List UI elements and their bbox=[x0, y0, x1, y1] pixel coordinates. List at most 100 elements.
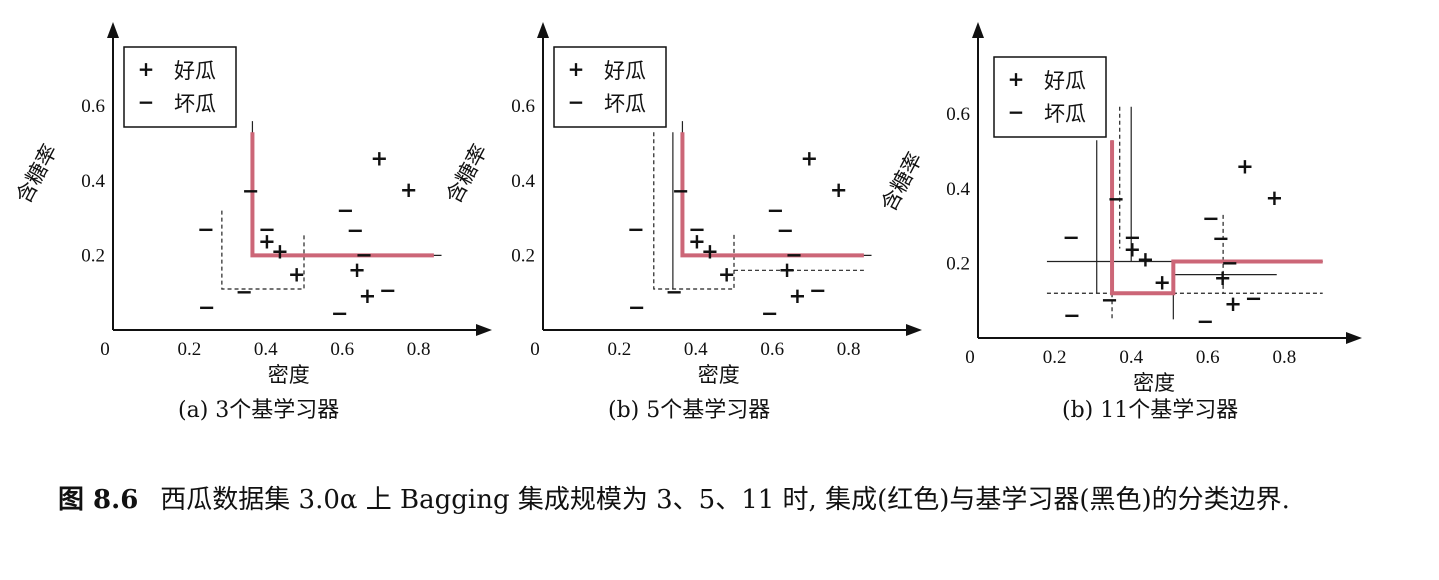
chart-b-x-axis-arrow bbox=[906, 324, 922, 336]
chart-b-legend-symbol: + bbox=[568, 57, 585, 81]
chart-a-bad-melon-point: − bbox=[198, 296, 216, 320]
chart-a-bad-melon-point: − bbox=[258, 217, 276, 241]
chart-a-good-melon-point: + bbox=[370, 146, 388, 170]
chart-c-good-melon-point: + bbox=[1224, 292, 1242, 316]
chart-c-good-melon-point: + bbox=[1266, 186, 1284, 210]
chart-c-xtick-label: 0.8 bbox=[1273, 347, 1297, 368]
chart-a-xtick-label: 0.2 bbox=[178, 339, 202, 360]
chart-b-good-melon-point: + bbox=[830, 178, 848, 202]
chart-a-ensemble-boundary bbox=[250, 132, 434, 258]
chart-a-bad-melon-point: − bbox=[355, 243, 373, 267]
chart-b-caption: (b) 5个基学习器 bbox=[608, 398, 771, 423]
chart-c-bad-melon-point: − bbox=[1212, 227, 1230, 251]
chart-b-ytick-label: 0.6 bbox=[511, 96, 535, 117]
chart-a-good-melon-point: + bbox=[400, 178, 418, 202]
chart-b-bad-melon-point: − bbox=[627, 217, 645, 241]
chart-b-ytick-label: 0.4 bbox=[511, 171, 535, 192]
chart-a-bad-melon-point: − bbox=[197, 217, 215, 241]
chart-c-legend-box bbox=[993, 56, 1107, 138]
figure-caption-text: 西瓜数据集 3.0α 上 Bagging 集成规模为 3、5、11 时, 集成(… bbox=[160, 485, 1290, 515]
chart-b-bad-melon-point: − bbox=[688, 217, 706, 241]
chart-c-ytick-label: 0.2 bbox=[946, 253, 970, 274]
chart-c-ensemble-boundary bbox=[1110, 140, 1323, 296]
chart-a-xtick-label: 0.6 bbox=[330, 339, 354, 360]
chart-b-xtick-label: 0.8 bbox=[837, 339, 861, 360]
chart-a-good-melon-point: + bbox=[288, 262, 306, 286]
chart-b-bad-melon-point: − bbox=[766, 198, 784, 222]
chart-b-bad-melon-point: − bbox=[761, 301, 779, 325]
chart-b-xtick-label: 0.6 bbox=[760, 339, 784, 360]
chart-a-xtick-label: 0.8 bbox=[407, 339, 431, 360]
chart-c-x-axis-arrow bbox=[1346, 332, 1362, 344]
chart-c-ylabel: 含糖率 bbox=[876, 148, 927, 215]
chart-c-ytick-label: 0.6 bbox=[946, 104, 970, 125]
chart-c-good-melon-point: + bbox=[1214, 266, 1232, 290]
chart-a-ylabel: 含糖率 bbox=[11, 140, 62, 207]
chart-c-bad-melon-point: − bbox=[1196, 309, 1214, 333]
chart-b-xtick-label: 0.4 bbox=[684, 339, 708, 360]
chart-a-good-melon-point: + bbox=[258, 230, 276, 254]
chart-c-bad-melon-point: − bbox=[1063, 304, 1081, 328]
chart-a-y-axis-arrow bbox=[107, 22, 119, 38]
chart-b-legend-box bbox=[553, 46, 667, 128]
chart-c-ytick-label: 0.4 bbox=[946, 179, 970, 200]
chart-panel-a: 0 0.2 0.4 0.6 0.8 0.2 0.4 0.6 密度 含糖率 + 好瓜 − 坏瓜 + + + + + + +… bbox=[0, 0, 492, 440]
chart-a-ytick-label: 0.2 bbox=[81, 245, 105, 266]
chart-b-bad-melon-point: − bbox=[672, 179, 690, 203]
chart-a-caption: (a) 3个基学习器 bbox=[178, 398, 340, 423]
chart-c-good-melon-point: + bbox=[1124, 238, 1142, 262]
chart-b-legend-symbol: − bbox=[568, 90, 585, 114]
chart-c-xtick-label: 0.6 bbox=[1196, 347, 1220, 368]
chart-a-x-axis-arrow bbox=[476, 324, 492, 336]
chart-b-good-melon-point: + bbox=[778, 258, 796, 282]
figure-number: 图 8.6 bbox=[58, 485, 139, 515]
chart-c-xtick-label: 0.4 bbox=[1119, 347, 1143, 368]
chart-a-xtick-label: 0.4 bbox=[254, 339, 278, 360]
chart-b-base-learner-boundary bbox=[653, 132, 735, 290]
chart-b-bad-melon-point: − bbox=[665, 280, 683, 304]
chart-c-bad-melon-point: − bbox=[1107, 187, 1125, 211]
chart-b-legend-label: 好瓜 bbox=[604, 59, 646, 83]
chart-c-bad-melon-point: − bbox=[1062, 225, 1080, 249]
chart-c-xtick-label: 0.2 bbox=[1043, 347, 1067, 368]
chart-b-legend-label: 坏瓜 bbox=[604, 92, 646, 116]
chart-b-good-melon-point: + bbox=[800, 146, 818, 170]
chart-b-good-melon-point: + bbox=[701, 239, 719, 263]
figure-caption: 图 8.6 西瓜数据集 3.0α 上 Bagging 集成规模为 3、5、11 时… bbox=[58, 478, 1398, 522]
chart-a-bad-melon-point: − bbox=[331, 301, 349, 325]
chart-a-legend-box bbox=[123, 46, 237, 128]
chart-c-xlabel: 密度 bbox=[1133, 371, 1175, 395]
chart-c-bad-melon-point: − bbox=[1124, 225, 1142, 249]
chart-b-bad-melon-point: − bbox=[809, 279, 827, 303]
chart-b-ylabel: 含糖率 bbox=[441, 140, 492, 207]
chart-b-bad-melon-point: − bbox=[628, 296, 646, 320]
chart-b-ensemble-boundary bbox=[680, 132, 864, 258]
chart-a-good-melon-point: + bbox=[271, 239, 289, 263]
chart-c-good-melon-point: + bbox=[1236, 154, 1254, 178]
chart-c-legend-symbol: + bbox=[1008, 67, 1025, 91]
chart-a-good-melon-point: + bbox=[348, 258, 366, 282]
chart-a-xtick-label: 0 bbox=[100, 339, 110, 360]
chart-c-caption: (b) 11个基学习器 bbox=[1062, 398, 1239, 423]
chart-a-ytick-label: 0.6 bbox=[81, 96, 105, 117]
chart-c-bad-melon-point: − bbox=[1245, 287, 1263, 311]
chart-a-bad-melon-point: − bbox=[336, 198, 354, 222]
chart-a-legend-symbol: − bbox=[138, 90, 155, 114]
chart-a-bad-melon-point: − bbox=[242, 179, 260, 203]
chart-b-xtick-label: 0.2 bbox=[608, 339, 632, 360]
chart-a-legend-label: 坏瓜 bbox=[174, 92, 216, 116]
chart-b-xtick-label: 0 bbox=[530, 339, 540, 360]
chart-a-bad-melon-point: − bbox=[346, 219, 364, 243]
chart-b-good-melon-point: + bbox=[718, 262, 736, 286]
chart-b-bad-melon-point: − bbox=[785, 243, 803, 267]
chart-b-ytick-label: 0.2 bbox=[511, 245, 535, 266]
chart-c-legend-symbol: − bbox=[1008, 100, 1025, 124]
chart-b-xlabel: 密度 bbox=[698, 363, 740, 387]
chart-a-legend-label: 好瓜 bbox=[174, 59, 216, 83]
chart-c-bad-melon-point: − bbox=[1221, 251, 1239, 275]
chart-a-bad-melon-point: − bbox=[379, 279, 397, 303]
